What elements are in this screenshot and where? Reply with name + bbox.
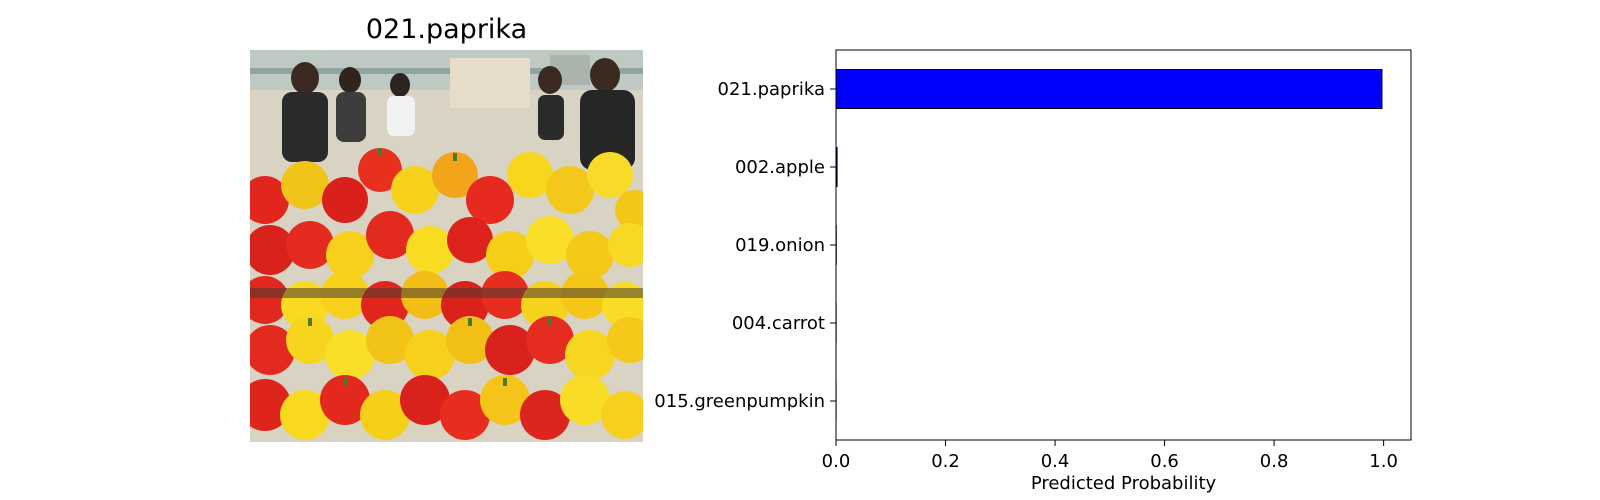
pepper-photo <box>250 50 643 442</box>
x-tick-label: 0.0 <box>822 451 851 472</box>
x-axis-label: Predicted Probability <box>1031 473 1217 494</box>
y-tick-label: 002.apple <box>735 157 825 178</box>
x-tick-label: 0.4 <box>1041 451 1070 472</box>
pepper-photo-illustration <box>250 50 643 442</box>
x-tick-label: 0.6 <box>1150 451 1179 472</box>
x-tick-label: 1.0 <box>1369 451 1398 472</box>
y-tick-label: 015.greenpumpkin <box>654 391 825 412</box>
axes-frame <box>835 49 1412 441</box>
x-tick-label: 0.8 <box>1260 451 1289 472</box>
y-tick-label: 019.onion <box>735 235 825 256</box>
image-title: 021.paprika <box>365 14 528 45</box>
y-tick-label: 021.paprika <box>718 79 826 100</box>
bar-021.paprika <box>835 69 1383 109</box>
y-tick-label: 004.carrot <box>732 313 825 334</box>
x-tick-label: 0.2 <box>931 451 960 472</box>
